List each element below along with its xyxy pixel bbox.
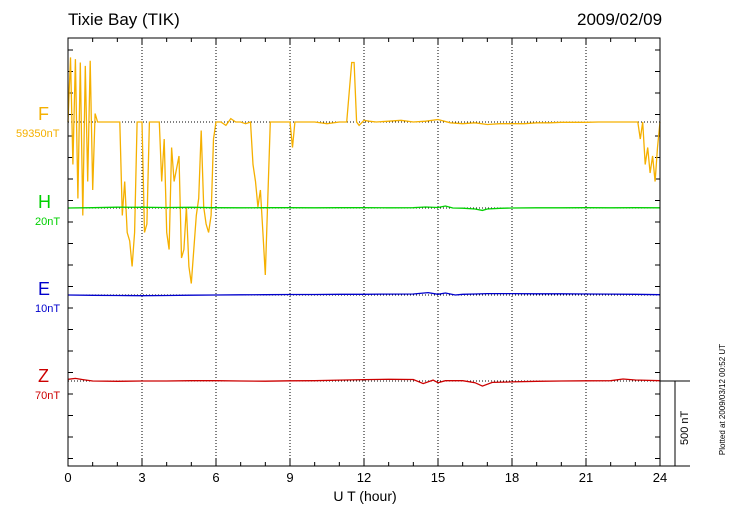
series-line-h xyxy=(67,205,661,212)
plotted-timestamp: Plotted at 2009/03/12 00:52 UT xyxy=(718,343,727,456)
x-tick-label: 24 xyxy=(653,470,667,485)
scale-bar xyxy=(660,380,690,467)
x-tick-label: 0 xyxy=(64,470,71,485)
channel-label-f: F xyxy=(38,104,49,124)
channel-label-h: H xyxy=(38,192,51,212)
x-tick-label: 15 xyxy=(431,470,445,485)
series-line-e xyxy=(67,291,661,297)
x-axis-label: U T (hour) xyxy=(333,488,397,504)
series-line-f xyxy=(67,57,661,284)
channel-scale-f: 59350nT xyxy=(16,128,60,140)
channel-scale-h: 20nT xyxy=(35,216,61,228)
x-tick-label: 12 xyxy=(357,470,371,485)
x-tick-label: 18 xyxy=(505,470,519,485)
magnetometer-chart: 0 3 6 9 12 15 18 21 24 xyxy=(64,37,690,485)
x-tick-label: 21 xyxy=(579,470,593,485)
x-tick-labels: 0 3 6 9 12 15 18 21 24 xyxy=(64,470,667,485)
channel-label-z: Z xyxy=(38,366,49,386)
channel-label-e: E xyxy=(38,279,51,299)
date-label: 2009/02/09 xyxy=(577,10,663,29)
grid xyxy=(141,38,587,466)
channel-scale-z: 70nT xyxy=(35,390,61,402)
scale-bar-label: 500 nT xyxy=(679,410,691,445)
x-tick-label: 3 xyxy=(138,470,145,485)
x-tick-label: 6 xyxy=(212,470,219,485)
plot-frame xyxy=(67,37,661,467)
channel-scale-e: 10nT xyxy=(35,303,61,315)
series-lines xyxy=(67,57,661,387)
station-title: Tixie Bay (TIK) xyxy=(68,10,180,29)
series-line-z xyxy=(67,377,661,387)
x-tick-label: 9 xyxy=(286,470,293,485)
